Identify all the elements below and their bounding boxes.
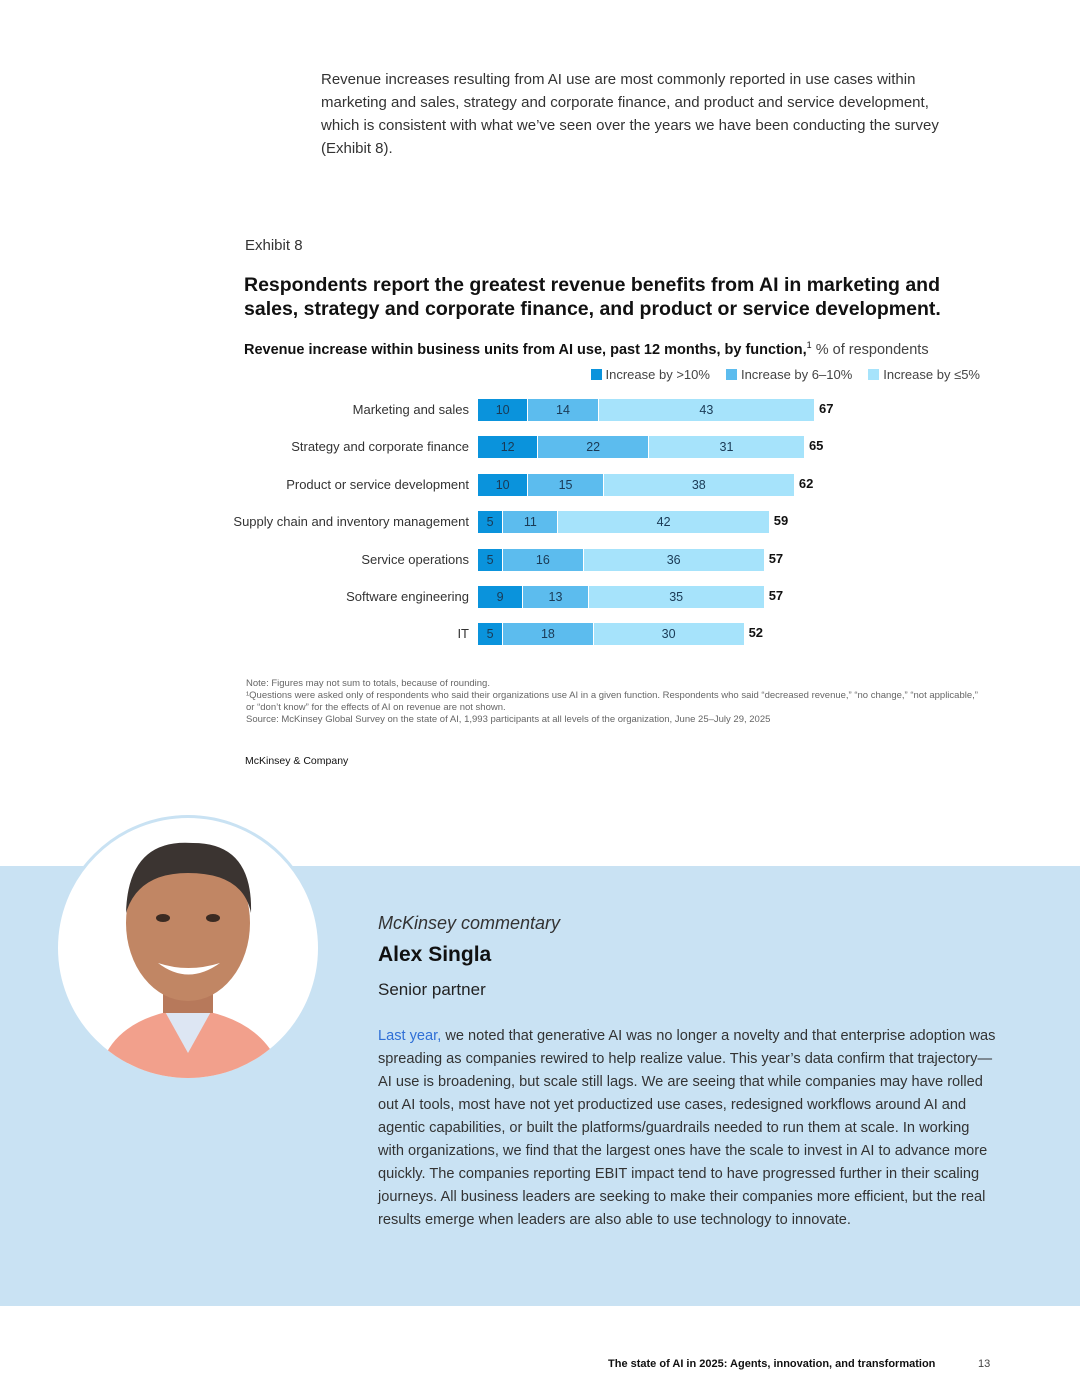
footer-title: The state of AI in 2025: Agents, innovat… <box>608 1358 936 1370</box>
bar-segment: 42 <box>558 511 770 533</box>
category-label: Service operations <box>361 552 469 567</box>
bar-total-label: 57 <box>768 588 784 603</box>
brand-logo: McKinsey & Company <box>245 755 349 767</box>
chart-notes: Note: Figures may not sum to totals, bec… <box>246 678 986 726</box>
category-label: Strategy and corporate finance <box>291 439 469 454</box>
category-label: IT <box>457 626 469 641</box>
bar-total-label: 65 <box>808 438 824 453</box>
bar-segment: 9 <box>478 586 524 608</box>
bar-segment: 11 <box>503 511 559 533</box>
bar-segment: 5 <box>478 623 504 645</box>
commentary-body: Last year, we noted that generative AI w… <box>378 1025 998 1232</box>
bar-segment: 22 <box>538 436 650 458</box>
commentator-name: Alex Singla <box>378 943 492 966</box>
legend-label: Increase by ≤5% <box>883 367 980 382</box>
legend-item: Increase by 6–10% <box>725 367 853 382</box>
intro-paragraph: Revenue increases resulting from AI use … <box>321 71 939 157</box>
note-line: ¹Questions were asked only of respondent… <box>246 690 978 713</box>
bar-total-label: 62 <box>798 476 814 491</box>
exhibit-label: Exhibit 8 <box>245 237 303 254</box>
legend-swatch <box>725 369 737 380</box>
chart-subtitle: Revenue increase within business units f… <box>244 340 929 358</box>
legend-item: Increase by >10% <box>590 367 710 382</box>
note-line: Note: Figures may not sum to totals, bec… <box>246 678 490 689</box>
bar-segment: 15 <box>528 474 604 496</box>
legend-label: Increase by >10% <box>605 367 710 382</box>
chart-unit: % of respondents <box>811 341 929 358</box>
legend-item: Increase by ≤5% <box>868 367 980 382</box>
category-label: Software engineering <box>346 589 469 604</box>
bar-segment: 31 <box>649 436 805 458</box>
legend-label: Increase by 6–10% <box>740 367 853 382</box>
bar-segment: 38 <box>603 474 795 496</box>
legend-swatch <box>590 369 602 380</box>
note-line: Source: McKinsey Global Survey on the st… <box>246 714 771 725</box>
bar-segment: 12 <box>478 436 539 458</box>
category-label: Marketing and sales <box>352 402 469 417</box>
footnote-marker: 1 <box>806 340 812 350</box>
chart-subtitle-main: Revenue increase within business units f… <box>244 341 807 358</box>
bar-segment: 43 <box>598 399 815 421</box>
bar-total-label: 57 <box>768 551 784 566</box>
bar-segment: 35 <box>588 586 765 608</box>
bar-total-label: 59 <box>773 513 789 528</box>
chart-legend: Increase by >10% Increase by 6–10% Increas… <box>590 367 980 382</box>
bar-segment: 16 <box>503 549 584 571</box>
commentator-role: Senior partner <box>378 980 486 999</box>
bar-segment: 10 <box>478 399 529 421</box>
commentary-kicker: McKinsey commentary <box>378 913 561 933</box>
bar-segment: 36 <box>583 549 765 571</box>
bar-segment: 18 <box>503 623 594 645</box>
chart-title: Respondents report the greatest revenue … <box>244 274 941 320</box>
legend-swatch <box>868 369 880 380</box>
bar-segment: 30 <box>593 623 745 645</box>
bar-segment: 14 <box>528 399 599 421</box>
portrait-photo <box>55 815 321 1081</box>
bar-total-label: 67 <box>819 401 834 416</box>
bar-total-label: 52 <box>748 625 764 640</box>
category-label: Supply chain and inventory management <box>233 514 469 529</box>
last-year-link[interactable]: Last year, <box>378 1028 442 1044</box>
commentary-text: we noted that generative AI was no longe… <box>378 1028 996 1228</box>
bar-segment: 10 <box>478 474 529 496</box>
page-number: 13 <box>978 1358 991 1370</box>
category-label: Product or service development <box>286 477 469 492</box>
bar-segment: 5 <box>478 511 504 533</box>
bar-segment: 5 <box>478 549 504 571</box>
bar-segment: 13 <box>523 586 589 608</box>
